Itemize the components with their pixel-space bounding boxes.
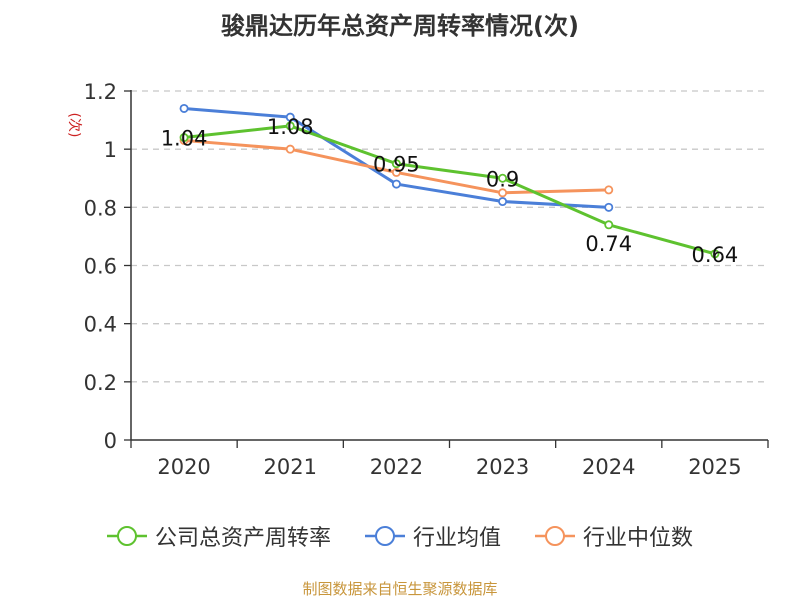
series-0-point-2022 [391,159,401,169]
series-0-point-2025 [710,249,720,259]
legend-swatch-industry-mean [364,526,405,546]
x-tick-label-2020: 2020 [157,455,210,479]
series-0-point-2020 [179,133,189,143]
x-tick-label-2021: 2021 [264,455,317,479]
label-layer: 1.04 1.08 0.95 0.9 0.74 0.64 [161,115,739,267]
source-note: 制图数据来自恒生聚源数据库 [302,580,498,598]
y-tick-label-2: 0.4 [84,313,117,337]
series-1-point-2022 [391,179,401,189]
axis-layer: 0 0.2 0.4 0.6 0.8 1 1.2(次) 2020 2021 2022 2023 2024… [66,80,769,479]
x-tick-label-2023: 2023 [476,455,529,479]
legend-item-company[interactable]: 公司总资产周转率 [106,520,331,552]
legend: 公司总资产周转率 行业均值 行业中位数 [0,520,800,552]
data-label-2022: 0.95 [373,153,420,177]
chart-title: 骏鼎达历年总资产周转率情况(次) [221,12,579,40]
legend-item-industry-median[interactable]: 行业中位数 [535,520,693,552]
series-0-point-2024 [604,220,614,230]
y-tick-label-0: 0 [104,429,117,453]
y-tick-label-3: 0.6 [84,255,117,279]
series-1-point-2020 [179,103,189,113]
series-0-point-2023 [498,173,508,183]
y-tick-label-4: 0.8 [84,196,117,220]
data-label-2024: 0.74 [585,232,632,256]
series-layer [179,103,720,259]
legend-swatch-industry-median [535,526,575,546]
series-2-point-2022 [391,167,401,177]
series-0-point-2021 [285,121,295,131]
x-tick-label-2022: 2022 [370,455,423,479]
series-2-point-2021 [285,144,295,154]
legend-label-company: 公司总资产周转率 [154,526,331,551]
y-tick-label-5: 1 [104,138,117,162]
legend-label-industry-mean: 行业均值 [412,526,501,551]
x-tick-label-2025: 2025 [688,455,741,479]
data-label-2025: 0.64 [692,243,739,267]
data-label-2023: 0.9 [486,167,519,191]
series-1-point-2024 [604,202,614,212]
data-label-2021: 1.08 [267,115,314,139]
legend-label-industry-median: 行业中位数 [583,526,694,551]
y-tick-label-6: 1.2 [84,80,117,104]
legend-swatch-company [106,526,147,546]
series-1-point-2021 [285,112,295,122]
y-axis-label: (次) [66,113,82,138]
series-1-point-2023 [498,197,508,207]
x-tick-label-2024: 2024 [582,455,635,479]
series-2-point-2024 [604,185,614,195]
grid-layer [131,90,768,383]
data-label-2020: 1.04 [161,127,208,151]
series-2-point-2023 [498,188,508,198]
series-line-0 [183,124,716,256]
y-tick-label-1: 0.2 [84,371,117,395]
legend-item-industry-mean[interactable]: 行业均值 [364,520,501,552]
